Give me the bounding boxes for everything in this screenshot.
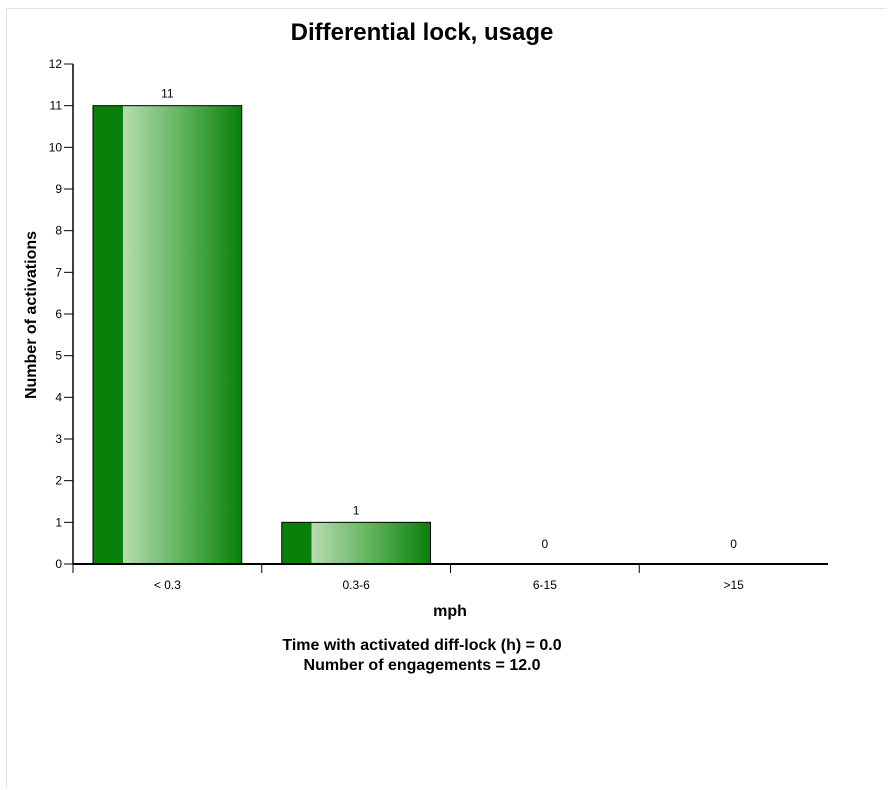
y-tick-label: 12 bbox=[49, 57, 63, 71]
y-tick-label: 7 bbox=[55, 265, 62, 279]
y-tick-label: 9 bbox=[55, 182, 62, 196]
data-label: 11 bbox=[161, 87, 174, 101]
y-tick-label: 11 bbox=[50, 99, 63, 113]
y-tick-label: 6 bbox=[55, 307, 62, 321]
y-tick-label: 3 bbox=[55, 432, 62, 446]
x-tick-label: < 0.3 bbox=[154, 578, 181, 592]
y-axis-title: Number of activations bbox=[23, 231, 40, 399]
y-tick-label: 5 bbox=[55, 349, 62, 363]
y-tick-label: 10 bbox=[49, 140, 63, 154]
x-tick-label: 0.3-6 bbox=[342, 578, 370, 592]
x-axis-title: mph bbox=[433, 603, 467, 620]
y-tick-label: 4 bbox=[55, 390, 62, 404]
annotation-time: Time with activated diff-lock (h) = 0.0 bbox=[282, 637, 561, 654]
data-label: 0 bbox=[542, 537, 549, 551]
x-tick-label: >15 bbox=[723, 578, 744, 592]
y-tick-label: 1 bbox=[55, 515, 62, 529]
bar bbox=[281, 521, 431, 565]
data-label: 1 bbox=[353, 503, 360, 517]
x-tick-label: 6-15 bbox=[533, 578, 557, 592]
y-tick-label: 8 bbox=[55, 224, 62, 238]
bar bbox=[92, 105, 243, 565]
y-tick-label: 0 bbox=[55, 557, 62, 571]
data-label: 0 bbox=[730, 537, 737, 551]
chart-title: Differential lock, usage bbox=[291, 19, 554, 46]
y-tick-label: 2 bbox=[55, 474, 62, 488]
annotation-engagements: Number of engagements = 12.0 bbox=[304, 657, 541, 674]
